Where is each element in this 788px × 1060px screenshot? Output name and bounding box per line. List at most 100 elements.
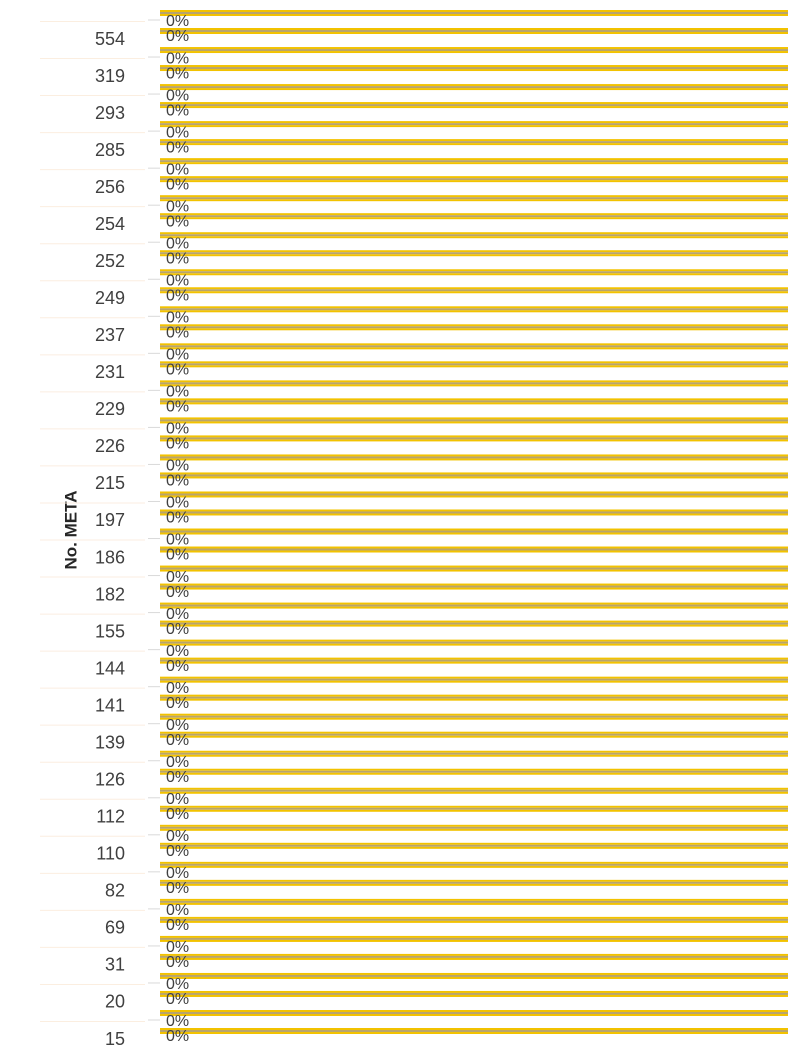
stripe xyxy=(160,343,788,346)
stripe xyxy=(160,567,788,570)
stripe xyxy=(160,883,788,886)
stripe xyxy=(160,254,788,257)
data-label: 0% xyxy=(166,791,189,808)
stripe xyxy=(160,548,788,551)
stripe xyxy=(160,287,788,290)
data-label: 0% xyxy=(166,102,189,119)
data-label: 0% xyxy=(166,250,189,267)
data-label: 0% xyxy=(166,399,189,416)
stripe xyxy=(160,842,788,845)
stripe xyxy=(160,511,788,514)
data-label: 0% xyxy=(166,124,189,141)
stripe xyxy=(160,361,788,364)
data-label: 0% xyxy=(166,495,189,512)
stripe xyxy=(160,1028,788,1030)
stripe xyxy=(160,902,788,905)
y-tick-label: 155 xyxy=(95,621,125,641)
stripe xyxy=(160,750,788,753)
y-tick-label: 20 xyxy=(105,992,125,1012)
stripe xyxy=(160,694,788,697)
y-tick-label: 139 xyxy=(95,732,125,752)
y-tick-label: 112 xyxy=(96,807,125,827)
y-tick-label: 237 xyxy=(95,325,125,345)
stripe xyxy=(160,84,788,87)
data-label: 0% xyxy=(166,384,189,401)
y-tick-label: 110 xyxy=(96,844,125,864)
stripe xyxy=(160,509,788,512)
y-tick-label: 319 xyxy=(95,66,125,86)
stripe xyxy=(160,865,788,868)
stripe xyxy=(160,569,788,572)
stripe xyxy=(160,585,788,588)
stripe xyxy=(160,546,788,549)
stripe xyxy=(160,456,788,459)
stripe xyxy=(160,180,788,183)
stripe xyxy=(160,421,788,424)
stripe xyxy=(160,380,788,383)
data-label: 0% xyxy=(166,235,189,252)
stripe xyxy=(160,805,788,808)
stripe xyxy=(160,250,788,253)
stripe xyxy=(160,994,788,997)
stripe xyxy=(160,676,788,679)
stripe xyxy=(160,143,788,146)
stripe xyxy=(160,86,788,89)
stripe xyxy=(160,972,788,975)
stripe xyxy=(160,1014,788,1016)
stripe xyxy=(160,121,788,124)
stripe xyxy=(160,365,788,368)
data-label: 0% xyxy=(166,584,189,601)
stripe xyxy=(160,772,788,775)
data-label: 0% xyxy=(166,658,189,675)
y-tick-label: 229 xyxy=(95,399,125,419)
y-tick-label: 186 xyxy=(95,547,125,567)
y-tick-label: 126 xyxy=(95,769,125,789)
stripe xyxy=(160,587,788,590)
stripe xyxy=(160,269,788,272)
stripe xyxy=(160,382,788,385)
stripe xyxy=(160,176,788,179)
stripe xyxy=(160,67,788,70)
stripe xyxy=(160,232,788,235)
stripe xyxy=(160,881,788,884)
stripe xyxy=(160,715,788,718)
stripe xyxy=(160,273,788,276)
data-label: 0% xyxy=(166,50,189,67)
stripe xyxy=(160,657,788,660)
stripe xyxy=(160,308,788,311)
stripe xyxy=(160,102,788,105)
stripe xyxy=(160,289,788,292)
stripe xyxy=(160,641,788,644)
y-tick-label: 256 xyxy=(95,177,125,197)
stripe xyxy=(160,400,788,403)
stripe xyxy=(160,846,788,849)
stripe xyxy=(160,51,788,54)
stripe xyxy=(160,252,788,255)
stripe xyxy=(160,419,788,422)
stripe xyxy=(160,324,788,327)
stripe xyxy=(160,879,788,882)
stripe xyxy=(160,678,788,681)
y-tick-label: 252 xyxy=(95,251,125,271)
stripe xyxy=(160,47,788,50)
stripe xyxy=(160,953,788,956)
stripe xyxy=(160,271,788,274)
data-label: 0% xyxy=(166,436,189,453)
stripe xyxy=(160,213,788,216)
data-label: 0% xyxy=(166,732,189,749)
data-label: 0% xyxy=(166,621,189,638)
data-label: 0% xyxy=(166,310,189,327)
stripe xyxy=(160,861,788,864)
stripe xyxy=(160,435,788,438)
y-tick-label: 144 xyxy=(95,658,125,678)
data-label: 0% xyxy=(166,695,189,712)
data-label: 0% xyxy=(166,769,189,786)
stripe xyxy=(160,828,788,831)
data-label: 0% xyxy=(166,532,189,549)
stripe xyxy=(160,215,788,218)
stripe xyxy=(160,863,788,866)
data-label: 0% xyxy=(166,717,189,734)
y-tick-label: 141 xyxy=(95,695,125,715)
stripe xyxy=(160,472,788,475)
stripe xyxy=(160,32,788,34)
